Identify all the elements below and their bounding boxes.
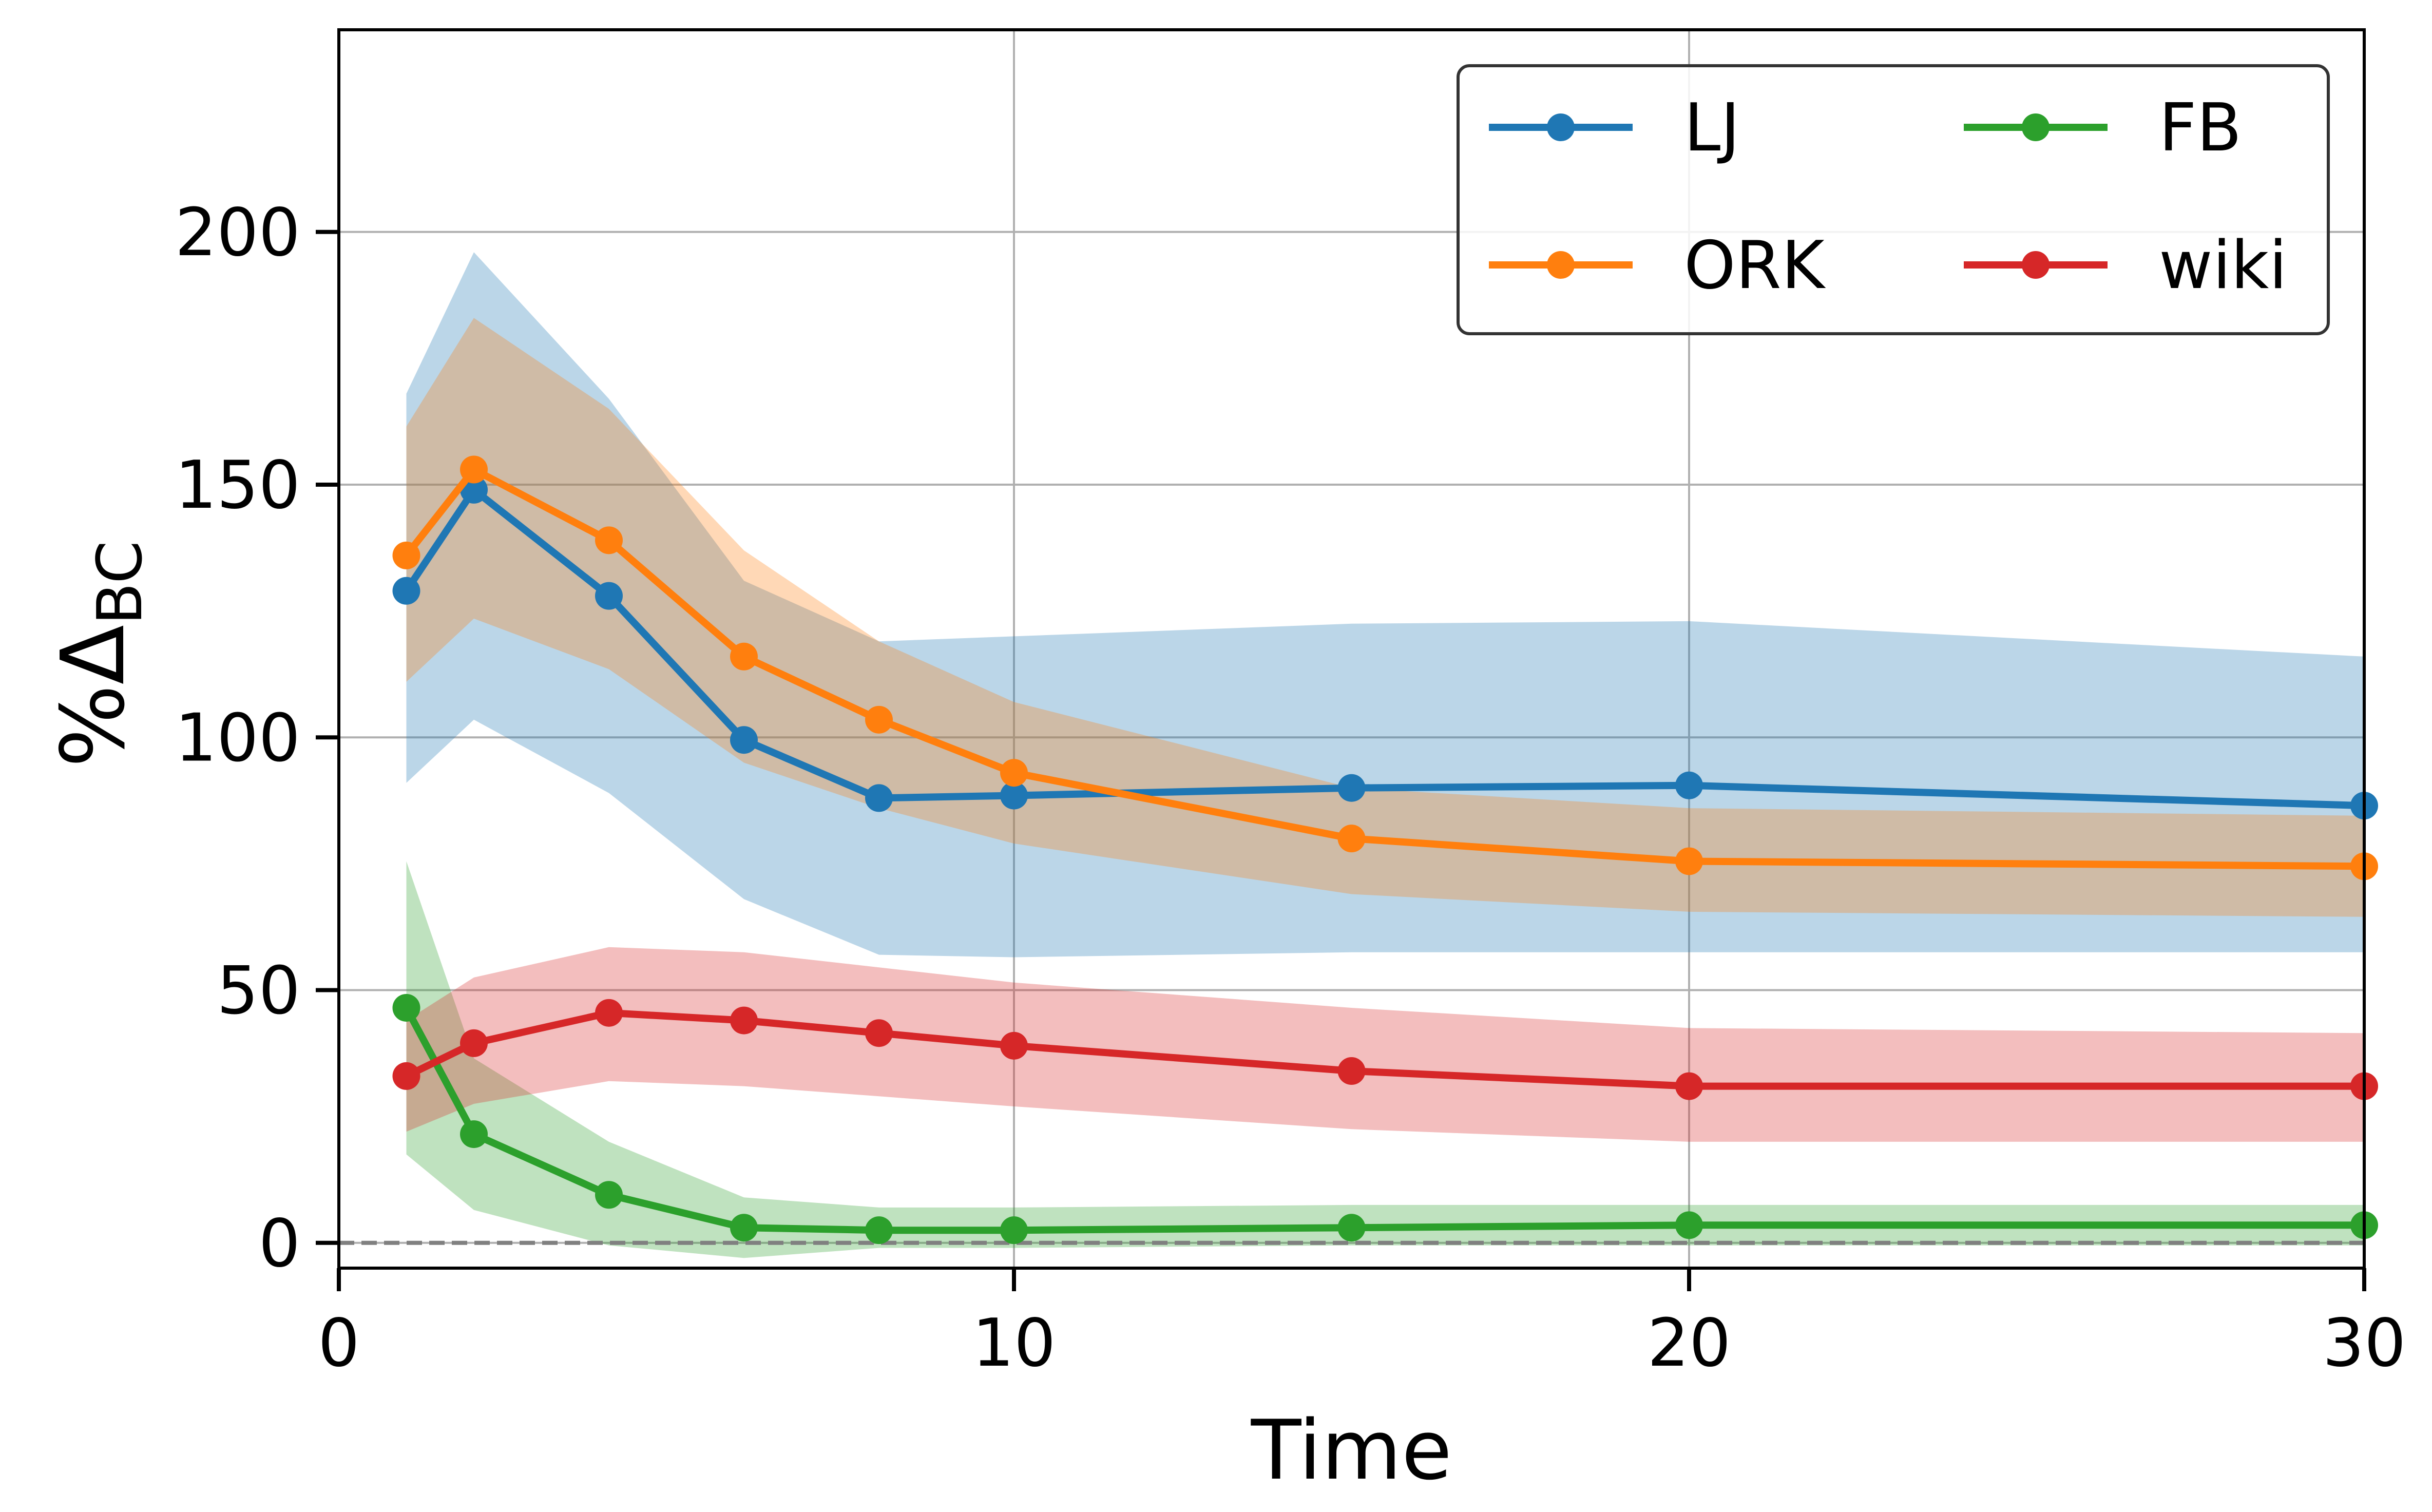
axis-labels: Time %ΔBC [43, 541, 1452, 1498]
band-lj [406, 252, 2364, 958]
confidence-bands [406, 252, 2364, 1258]
data-point-wiki-3 [730, 1006, 758, 1035]
plot-frame [337, 28, 2366, 1270]
y-tick-label-150: 150 [175, 447, 300, 524]
legend-marker-fb [2022, 113, 2050, 141]
data-point-fb-7 [1675, 1211, 1703, 1239]
data-point-ork-2 [595, 526, 623, 554]
x-tick-label-0: 0 [318, 1305, 359, 1382]
legend-box [1457, 64, 2330, 335]
y-axis-label: %ΔBC [43, 541, 156, 768]
x-tick-label-30: 30 [2323, 1305, 2406, 1382]
data-point-ork-6 [1337, 825, 1366, 853]
data-point-ork-0 [392, 541, 420, 569]
data-point-wiki-5 [1000, 1031, 1028, 1060]
legend: LJ ORK FB wiki [1457, 64, 2330, 335]
data-point-lj-0 [392, 577, 420, 605]
legend-marker-lj [1547, 113, 1575, 141]
data-point-lj-3 [730, 726, 758, 754]
data-point-ork-7 [1675, 847, 1703, 875]
data-point-lj-4 [865, 784, 893, 812]
data-point-fb-4 [865, 1216, 893, 1245]
legend-label-wiki: wiki [2159, 227, 2287, 304]
data-point-lj-5 [1000, 781, 1028, 810]
y-tick-label-0: 0 [259, 1205, 300, 1282]
x-tick-label-10: 10 [972, 1305, 1056, 1382]
data-point-lj-6 [1337, 774, 1366, 802]
data-point-wiki-0 [392, 1062, 420, 1090]
data-point-lj-7 [1675, 771, 1703, 799]
y-tick-label-100: 100 [175, 700, 300, 776]
data-point-fb-2 [595, 1181, 623, 1209]
data-point-wiki-6 [1337, 1057, 1366, 1085]
y-axis-label-subscript: BC [85, 541, 156, 625]
x-tick-label-20: 20 [1648, 1305, 1731, 1382]
legend-marker-ork [1547, 251, 1575, 279]
data-point-fb-0 [392, 993, 420, 1022]
axes [337, 28, 2366, 1270]
y-axis-label-main: %Δ [43, 625, 144, 768]
y-tick-label-50: 50 [217, 953, 300, 1029]
band-fb [406, 861, 2364, 1258]
data-point-wiki-1 [460, 1029, 488, 1057]
data-point-fb-3 [730, 1214, 758, 1242]
series-lines [392, 455, 2378, 1245]
legend-label-fb: FB [2159, 90, 2242, 166]
data-point-fb-1 [460, 1120, 488, 1149]
y-tick-label-200: 200 [175, 195, 300, 271]
data-point-ork-4 [865, 705, 893, 734]
ticks: 0 10 20 30 0 50 100 150 200 [175, 195, 2406, 1382]
data-point-wiki-2 [595, 999, 623, 1027]
data-point-ork-1 [460, 455, 488, 484]
data-point-ork-3 [730, 642, 758, 671]
band-ork [406, 318, 2364, 917]
legend-label-lj: LJ [1684, 90, 1740, 166]
band-wiki [406, 947, 2364, 1142]
data-point-wiki-7 [1675, 1072, 1703, 1100]
data-point-fb-5 [1000, 1216, 1028, 1245]
legend-label-ork: ORK [1684, 227, 1826, 304]
data-point-wiki-4 [865, 1019, 893, 1047]
data-point-ork-5 [1000, 759, 1028, 787]
legend-marker-wiki [2022, 251, 2050, 279]
x-axis-label: Time [1251, 1402, 1452, 1498]
data-point-lj-2 [595, 582, 623, 610]
data-point-fb-6 [1337, 1214, 1366, 1242]
